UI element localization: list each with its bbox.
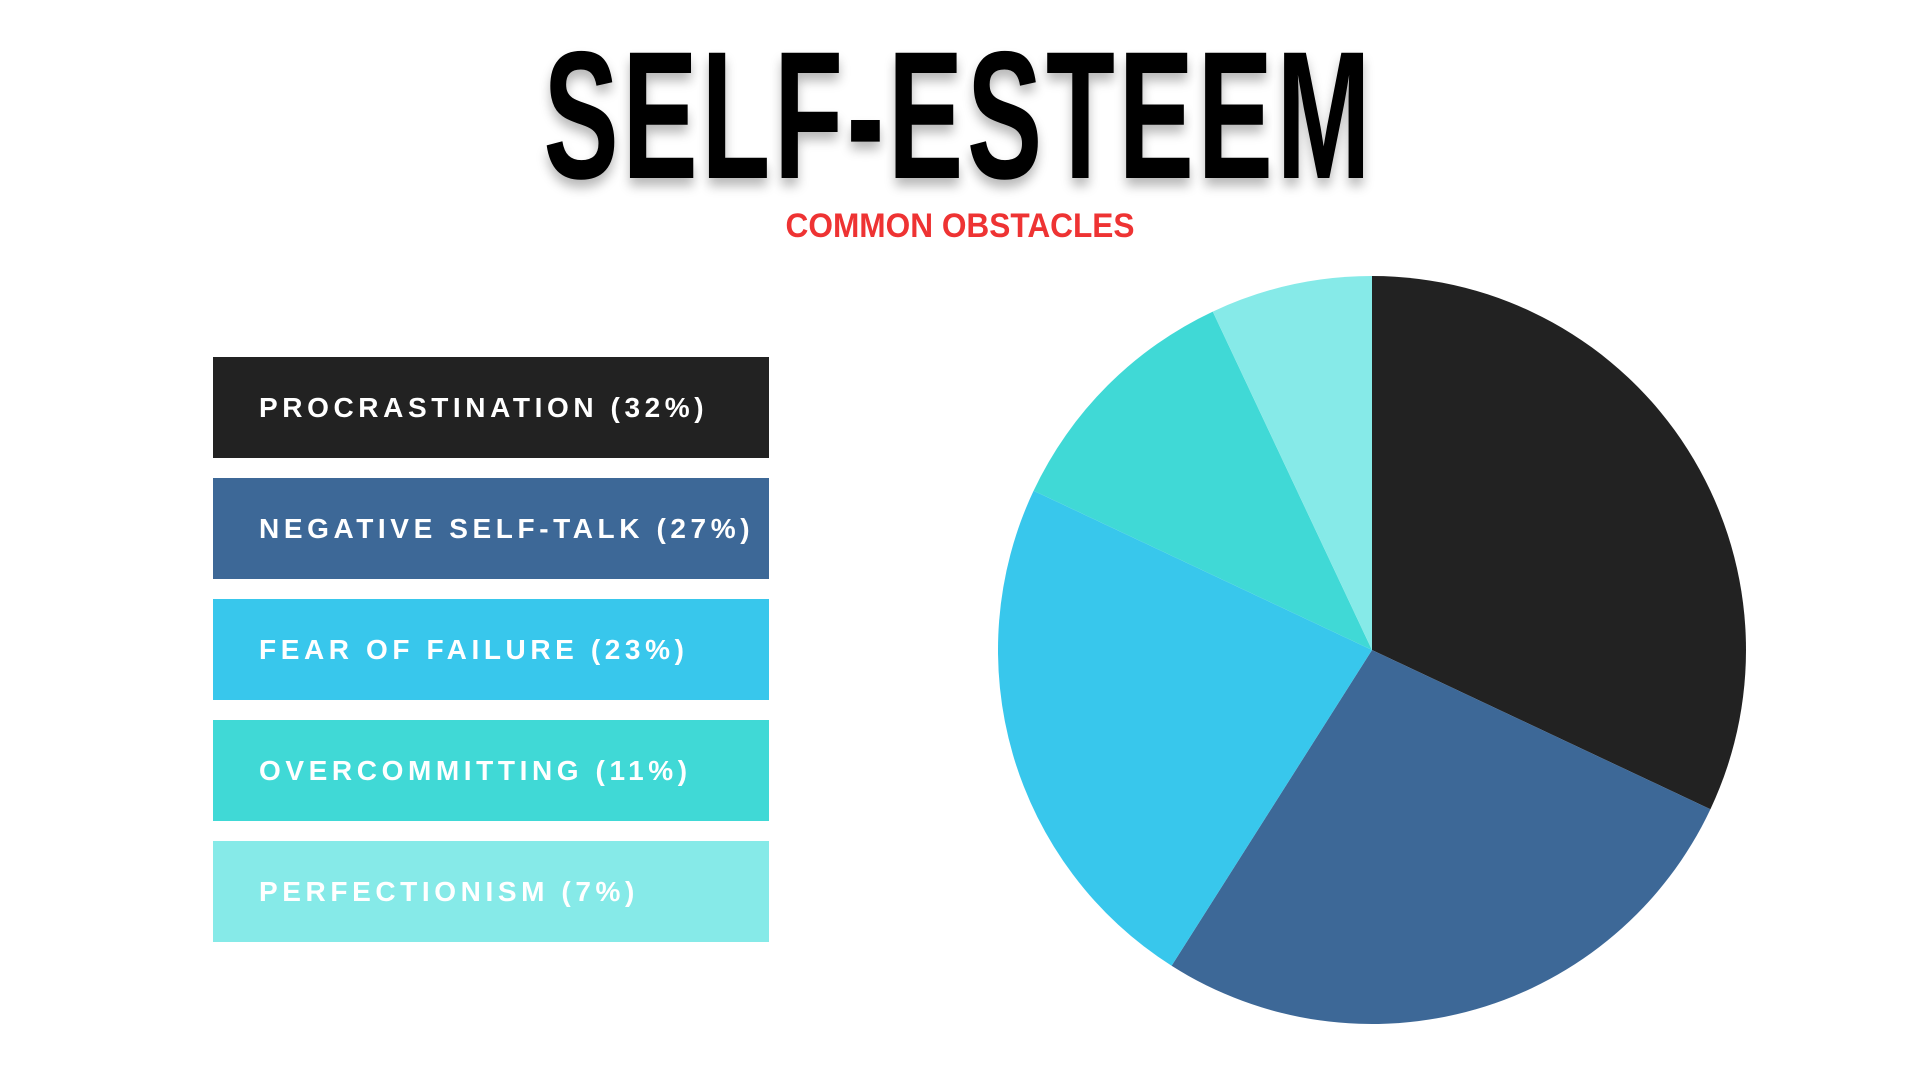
legend-label: OVERCOMMITTING (11%) [259, 754, 692, 786]
legend-item-procrastination: PROCRASTINATION (32%) [213, 357, 769, 458]
legend-label: NEGATIVE SELF-TALK (27%) [259, 512, 755, 544]
chart-legend: PROCRASTINATION (32%) NEGATIVE SELF-TALK… [213, 357, 769, 962]
pie-slice-fear-of-failure [998, 490, 1372, 966]
legend-label: PERFECTIONISM (7%) [259, 875, 639, 907]
pie-slice-overcommitting [1033, 311, 1372, 650]
pie-chart [998, 276, 1746, 1024]
page-subtitle: COMMON OBSTACLES [785, 207, 1135, 245]
legend-item-negative-self-talk: NEGATIVE SELF-TALK (27%) [213, 478, 769, 579]
legend-item-fear-of-failure: FEAR OF FAILURE (23%) [213, 599, 769, 700]
page-title: SELF-ESTEEM [543, 13, 1375, 217]
pie-slice-procrastination [1372, 276, 1746, 810]
pie-slice-perfectionism [1212, 276, 1372, 650]
legend-label: FEAR OF FAILURE (23%) [259, 633, 689, 665]
legend-label: PROCRASTINATION (32%) [259, 391, 709, 423]
legend-item-overcommitting: OVERCOMMITTING (11%) [213, 720, 769, 821]
pie-slice-negative-self-talk [1171, 650, 1711, 1024]
legend-item-perfectionism: PERFECTIONISM (7%) [213, 841, 769, 942]
